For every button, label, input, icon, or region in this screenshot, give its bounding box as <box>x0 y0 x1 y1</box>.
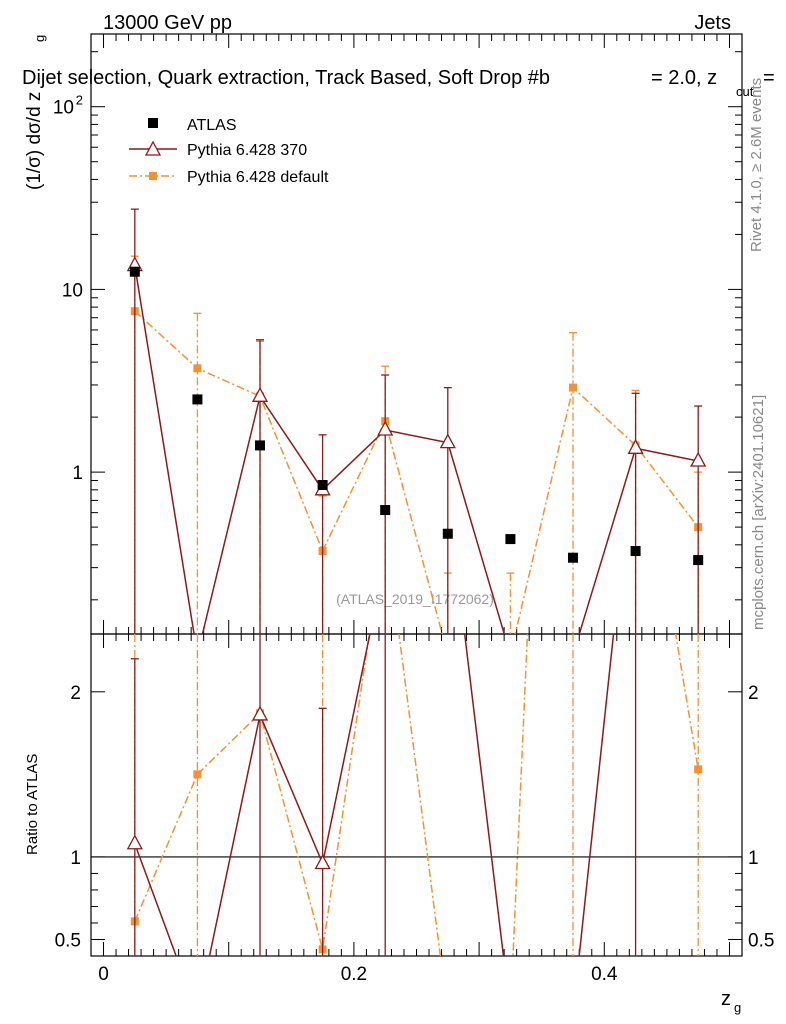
atlas-main-point <box>630 546 641 557</box>
plot-title-tail-text: = 2.0, z <box>651 67 717 89</box>
p370-main-point <box>627 438 644 454</box>
p370-ratio-point <box>251 705 269 721</box>
pdef-ratio-point <box>193 770 202 779</box>
atlas-main-point <box>693 555 704 566</box>
pdef-ratio-line <box>134 634 699 956</box>
plot-title: Dijet selection, Quark extraction, Track… <box>22 67 550 89</box>
pdef-ratio-point <box>444 1010 452 1018</box>
pdef-main-point <box>444 651 452 659</box>
pdef-ratio-point <box>506 1010 514 1018</box>
plot-title-end: = <box>763 67 775 89</box>
p370-ratio-point <box>503 1006 517 1019</box>
pdef-ratio-point <box>694 765 703 774</box>
atlas-main-point <box>317 480 328 491</box>
main-ytick-label: 10 <box>62 280 83 301</box>
ratio-plot-frame <box>90 633 743 957</box>
p370-main-point <box>439 433 456 449</box>
atlas-main-point <box>192 394 203 405</box>
ratio-ytick-label-right: 0.5 <box>748 930 774 951</box>
legend-atlas-marker <box>148 118 158 128</box>
ratio-ytick-label-left: 2 <box>70 683 81 704</box>
ratio-ytick-label-left: 1 <box>70 848 81 869</box>
main-ytick-label: 1 <box>72 463 83 484</box>
main-ytick-label: 10 <box>53 98 74 119</box>
atlas-main-point <box>442 528 453 539</box>
pdef-main-point <box>506 651 514 659</box>
p370-main-point <box>690 451 707 467</box>
ratio-plot-data <box>126 634 703 1019</box>
analysis-watermark: (ATLAS_2019_I1772062) <box>336 591 494 607</box>
plot-title-sub: cut <box>736 84 754 99</box>
main-ytick-sup: 2 <box>76 93 83 108</box>
header-right-label: Jets <box>694 12 731 34</box>
pdef-main-point <box>568 383 577 392</box>
p370-ratio-point <box>566 1006 580 1019</box>
main-ylabel-text: (1/σ) dσ/d z <box>24 92 45 190</box>
header-left-label: 13000 GeV pp <box>103 12 232 34</box>
xtick-label: 0.4 <box>591 964 618 985</box>
pdef-main-line <box>134 310 699 634</box>
atlas-main-point <box>505 534 516 545</box>
xtick-label: 0 <box>98 964 109 985</box>
ratio-ytick-label-right: 2 <box>748 683 759 704</box>
main-ylabel: (1/σ) dσ/d z <box>24 92 45 190</box>
legend-p370-label: Pythia 6.428 370 <box>187 142 307 159</box>
rivet-label: Rivet 4.1.0, ≥ 2.6M events <box>748 78 765 252</box>
atlas-main-point <box>255 440 266 451</box>
mcplots-label: mcplots.cern.ch [arXiv:2401.10621] <box>750 395 767 630</box>
legend: ATLAS Pythia 6.428 370 Pythia 6.428 defa… <box>129 117 329 186</box>
atlas-main-point <box>129 266 140 277</box>
plot-title-main: Dijet selection, Quark extraction, Track… <box>22 67 550 89</box>
pdef-main-point <box>193 364 202 373</box>
p370-main-line <box>134 265 699 634</box>
p370-main-point <box>251 386 269 402</box>
p370-ratio-point <box>126 834 143 850</box>
ratio-ytick-label-left: 0.5 <box>55 930 81 951</box>
xlabel: z <box>721 988 731 1010</box>
p370-main-point <box>377 420 394 436</box>
p370-ratio-point <box>314 854 331 870</box>
legend-atlas-label: ATLAS <box>187 117 237 134</box>
legend-pdef-label: Pythia 6.428 default <box>187 169 329 186</box>
ratio-ylabel: Ratio to ATLAS <box>24 754 41 855</box>
atlas-main-point <box>380 505 391 516</box>
ratio-axis-ticks: 0.5 0.5 1 1 2 2 <box>55 683 775 952</box>
atlas-main-point <box>567 552 578 563</box>
legend-p370-marker <box>144 140 162 156</box>
legend-pdef-marker <box>149 172 157 180</box>
main-ylabel-sub: g <box>32 35 47 42</box>
ratio-ytick-label-right: 1 <box>748 848 759 869</box>
p370-ratio-point <box>190 1006 204 1019</box>
xtick-label: 0.2 <box>341 964 367 985</box>
main-plot-data <box>126 208 707 660</box>
p370-main-point <box>503 647 517 660</box>
xlabel-sub: g <box>734 1000 741 1015</box>
plot-title-tail: = 2.0, z <box>651 67 717 89</box>
p370-ratio-line <box>134 634 615 956</box>
